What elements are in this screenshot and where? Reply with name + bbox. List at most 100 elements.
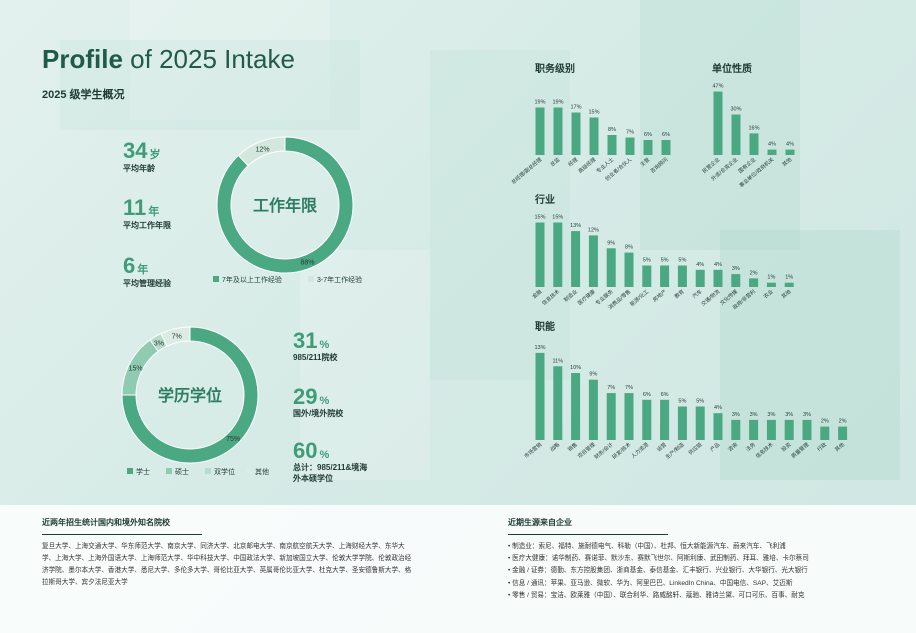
bar xyxy=(625,137,635,155)
bar-value-label: 17% xyxy=(570,105,581,111)
bar-value-label: 47% xyxy=(712,84,723,90)
legend-swatch xyxy=(205,468,211,474)
donut-center-label: 工作年限 xyxy=(253,196,318,215)
rate-value: 60 xyxy=(293,438,317,463)
company-line: • 制造业：索尼、福特、施耐德电气、科勒（中国）、杜邦、恒大新能源汽车、蔚来汽车… xyxy=(508,543,786,550)
bar-category-label: 供应链 xyxy=(686,440,704,457)
bar-value-label: 13% xyxy=(534,345,545,351)
subtitle: 2025 级学生概况 xyxy=(42,89,125,101)
chart-title: 职务级别 xyxy=(535,62,575,75)
bar xyxy=(731,274,741,287)
bar xyxy=(535,107,545,155)
bar-value-label: 3% xyxy=(732,266,740,272)
stat: 34 岁 xyxy=(123,138,160,163)
bar xyxy=(731,114,741,155)
slice-label: 75% xyxy=(226,436,240,443)
bar-category-label: 市场营销 xyxy=(522,440,543,459)
rate-label: 国外/境外院校 xyxy=(293,409,344,418)
bar xyxy=(713,413,723,440)
bar xyxy=(767,149,777,155)
bar-category-label: 产品 xyxy=(708,440,721,453)
bar-category-label: 财务/会计 xyxy=(592,440,614,460)
rate-label: 985/211院校 xyxy=(293,353,338,362)
bar-value-label: 30% xyxy=(730,107,741,113)
bar-value-label: 19% xyxy=(534,100,545,106)
legend-label: 双学位 xyxy=(214,467,235,476)
slice-label: 3% xyxy=(154,340,164,347)
legend-swatch xyxy=(308,276,314,282)
bar xyxy=(571,231,581,287)
section-heading: 近两年招生统计国内和境外知名院校 xyxy=(42,517,202,535)
rate: 31% xyxy=(293,328,329,353)
bar xyxy=(749,133,759,155)
bar-category-label: 运营 xyxy=(655,440,668,453)
bar-value-label: 6% xyxy=(662,132,670,138)
bar xyxy=(660,265,670,287)
bar-value-label: 6% xyxy=(661,392,669,398)
bar xyxy=(713,269,723,287)
bottom-panel xyxy=(0,505,916,633)
bar xyxy=(588,235,598,287)
bar xyxy=(785,149,795,155)
decor xyxy=(720,230,900,480)
rate-value: 29 xyxy=(293,384,317,409)
bar xyxy=(713,91,723,155)
bar xyxy=(749,419,759,440)
bar-value-label: 3% xyxy=(785,412,793,418)
bar xyxy=(784,282,794,287)
donut-center-label: 学历学位 xyxy=(158,386,222,405)
bar-category-label: 教育 xyxy=(673,287,686,300)
bar xyxy=(695,406,705,440)
decor xyxy=(300,250,430,480)
bar-value-label: 19% xyxy=(552,100,563,106)
bar-category-label: 汽车 xyxy=(690,287,703,300)
section-heading: 近期生源来自企业 xyxy=(508,517,668,535)
bar-category-label: 人力资源 xyxy=(629,440,651,460)
bar xyxy=(766,419,776,440)
bar-value-label: 3% xyxy=(767,412,775,418)
donut-slice xyxy=(216,136,354,274)
decor xyxy=(130,0,330,120)
bar-value-label: 5% xyxy=(678,399,686,405)
bar-value-label: 9% xyxy=(607,240,615,246)
slice-label: 88% xyxy=(300,260,314,267)
bar-category-label: 交通/物流 xyxy=(699,287,721,307)
slice-label: 7% xyxy=(172,333,182,340)
bar-value-label: 4% xyxy=(714,405,722,411)
rate: 60% xyxy=(293,438,329,463)
page-title: Profile of 2025 Intake xyxy=(42,44,295,75)
donut-slice xyxy=(237,136,286,167)
legend-swatch xyxy=(127,468,133,474)
bar xyxy=(731,419,741,440)
bar-value-label: 6% xyxy=(643,392,651,398)
bar xyxy=(553,366,563,440)
company-line: • 医疗大健康：诺华制药、赛诺菲、默沙东、赛默飞世尔、阿斯利康、武田制药、拜耳、… xyxy=(508,555,809,563)
bar-value-label: 7% xyxy=(626,130,634,136)
company-line: • 零售 / 贸易：宝洁、欧莱雅（中国）、联合利华、路威酩轩、蔻驰、雅诗兰黛、可… xyxy=(508,591,805,599)
company-list: • 制造业：索尼、福特、施耐德电气、科勒（中国）、杜邦、恒大新能源汽车、蔚来汽车… xyxy=(508,541,888,602)
bar xyxy=(784,419,794,440)
bar xyxy=(535,222,545,287)
stat: 11 年 xyxy=(123,195,159,220)
bar xyxy=(749,278,759,287)
bar xyxy=(677,265,687,287)
bar xyxy=(802,419,812,440)
legend-label: 其他 xyxy=(255,467,269,476)
bar xyxy=(695,269,705,287)
stat-value: 34 xyxy=(123,138,148,163)
stat-unit: 年 xyxy=(137,262,148,276)
bar-value-label: 7% xyxy=(625,385,633,391)
chart-title: 行业 xyxy=(534,193,555,206)
bar-value-label: 5% xyxy=(643,258,651,264)
legend-label: 3-7年工作经验 xyxy=(317,275,362,284)
bar xyxy=(606,248,616,287)
chart-title: 单位性质 xyxy=(712,62,752,75)
company-line: • 金融 / 证券：德勤、东方控股集团、浙商基金、泰信基金、汇丰银行、兴业银行、… xyxy=(508,567,808,575)
bar-value-label: 1% xyxy=(785,275,793,281)
bar-value-label: 5% xyxy=(678,258,686,264)
bar-value-label: 10% xyxy=(570,365,581,371)
bar-category-label: 房地产 xyxy=(651,287,668,303)
bar-category-label: 生产/制造 xyxy=(664,440,687,461)
